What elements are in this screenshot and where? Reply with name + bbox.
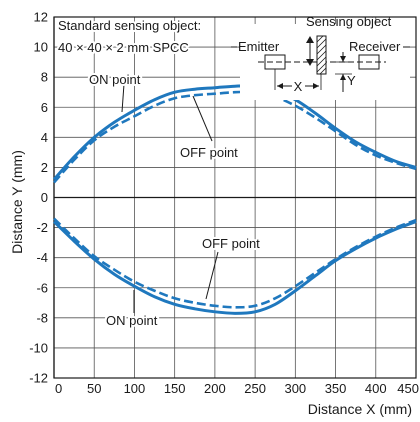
x-dim-arrow-right — [313, 83, 319, 89]
x-tick-label: 0 — [55, 381, 62, 396]
x-dim-arrow-left — [277, 83, 283, 89]
on-point-curve-3 — [52, 220, 417, 315]
note-line-2: 40 × 40 × 2 mm SPCC — [58, 40, 189, 55]
annotation-on-point-top: ON point — [89, 72, 141, 87]
y-tick-label: 8 — [41, 70, 48, 85]
y-tick-label: 0 — [41, 190, 48, 205]
note-line-1: Standard sensing object: — [58, 18, 201, 33]
y-dim-label: Y — [347, 73, 356, 88]
x-tick-label: 150 — [164, 381, 186, 396]
diagram-title: Sensing object — [306, 14, 392, 29]
arrow-down-head — [306, 59, 314, 66]
off-point-curve-1 — [53, 90, 417, 184]
annotation-leader-on-top — [121, 83, 125, 113]
y-axis-title: Distance Y (mm) — [9, 150, 25, 254]
y-tick-label: 2 — [41, 160, 48, 175]
arrow-up-head — [306, 36, 314, 43]
y-tick-label: -10 — [29, 340, 48, 355]
x-tick-label: 50 — [87, 381, 101, 396]
annotations: ON point OFF point OFF point ON point — [87, 70, 262, 330]
x-tick-label: 200 — [204, 381, 226, 396]
x-tick-label: 300 — [284, 381, 306, 396]
y-tick-label: -12 — [29, 371, 48, 386]
tick-labels: 0 50 100 150 200 250 300 350 400 450-12-10-8-6-4-… — [29, 10, 419, 397]
y-dim-arrow-bottom — [340, 74, 346, 80]
y-tick-label: 6 — [41, 100, 48, 115]
sensing-object-note: Standard sensing object: 40 × 40 × 2 mm … — [56, 16, 203, 57]
x-tick-label: 450 — [397, 381, 419, 396]
y-tick-label: -6 — [36, 280, 48, 295]
annotation-on-point-bottom: ON point — [106, 313, 158, 328]
annotation-off-point-bottom: OFF point — [202, 236, 260, 251]
plot-frame — [53, 16, 417, 379]
x-tick-label: 350 — [325, 381, 347, 396]
annotation-off-point-top: OFF point — [180, 145, 238, 160]
x-dim-label: X — [294, 79, 303, 94]
series-lines — [52, 84, 417, 315]
x-axis-title: Distance X (mm) — [308, 401, 412, 417]
sensing-diagram: Sensing object Emitter Receiver — [231, 14, 410, 100]
plate-hatch — [316, 35, 327, 75]
y-dim-arrow-top — [340, 56, 346, 62]
annotation-leader-off-bottom — [205, 251, 219, 300]
annotation-leader-off-top — [192, 95, 213, 142]
x-tick-label: 100 — [124, 381, 146, 396]
x-tick-label: 400 — [365, 381, 387, 396]
off-point-curve-2 — [53, 217, 417, 309]
y-tick-label: 4 — [41, 130, 48, 145]
y-tick-label: -8 — [36, 310, 48, 325]
x-tick-label: 250 — [244, 381, 266, 396]
on-point-curve-0 — [52, 84, 417, 181]
y-tick-label: -2 — [36, 220, 48, 235]
y-tick-label: -4 — [36, 250, 48, 265]
emitter-label: Emitter — [238, 39, 280, 54]
y-tick-label: 10 — [34, 40, 48, 55]
receiver-label: Receiver — [349, 39, 401, 54]
y-tick-label: 12 — [34, 10, 48, 25]
